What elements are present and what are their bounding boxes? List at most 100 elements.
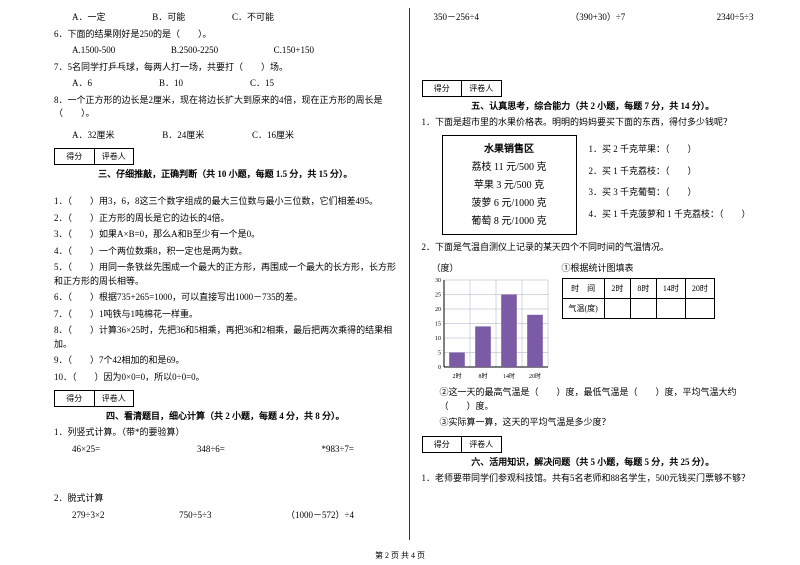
j5: 5．（ ）用同一条铁丝先围成一个最大的正方形，再围成一个最大的长方形，长方形和正…: [54, 261, 397, 288]
opt-a: A．6: [72, 77, 92, 91]
score-box-4: 得分 评卷人: [54, 390, 134, 407]
opt-b: B．24厘米: [162, 129, 204, 143]
chart-sub: ①根据统计图填表: [562, 262, 715, 276]
svg-text:5: 5: [438, 351, 441, 357]
score-label: 得分: [423, 437, 463, 452]
table-row: 气温(度): [562, 299, 714, 319]
grader-label: 评卷人: [95, 149, 134, 164]
score-box-3: 得分 评卷人: [54, 148, 134, 165]
left-column: A．一定 B．可能 C．不可能 6．下面的结果刚好是250的是（ ）。 A.15…: [48, 8, 410, 540]
c2b: 750÷5÷3: [179, 509, 211, 523]
right-column: 350－256÷4 （390+30）÷7 2340÷5÷3 得分 评卷人 五、认…: [410, 8, 771, 540]
c1a: 46×25=: [72, 443, 100, 457]
score-label: 得分: [55, 391, 95, 406]
note3: ③实际算一算，这天的平均气温是多少度？: [422, 416, 765, 430]
score-box-5: 得分 评卷人: [422, 80, 502, 97]
opt-c: C．16厘米: [252, 129, 294, 143]
expr-c: 2340÷5÷3: [717, 11, 754, 25]
opt-a: A．一定: [72, 11, 106, 25]
calc1-items: 46×25= 348÷6= *983÷7=: [54, 443, 354, 457]
j10: 10．（ ）因为0×0=0，所以0÷0=0。: [54, 371, 397, 385]
score-box-6: 得分 评卷人: [422, 436, 502, 453]
score-label: 得分: [55, 149, 95, 164]
buy-list: 1．买 2 千克苹果：（ ） 2．买 1 千克荔枝：（ ） 3．买 3 千克葡萄…: [589, 135, 751, 235]
note2: ②这一天的最高气温是（ ）度，最低气温是（ ）度，平均气温大约（ ）度。: [422, 386, 765, 413]
expr-a: 350－256÷4: [434, 11, 479, 25]
stat-table: 时 间 2时 8时 14时 20时 气温(度): [562, 278, 715, 319]
svg-text:2时: 2时: [452, 372, 461, 380]
q6-1: 1．老师要带同学们参观科技馆。共有5名老师和88名学生，500元钱买门票够不够？: [422, 472, 765, 486]
svg-text:30: 30: [435, 278, 441, 284]
q8: 8．一个正方形的边长是2厘米，现在将边长扩大到原来的4倍，现在正方形的周长是（ …: [54, 94, 397, 121]
q5-options: A．一定 B．可能 C．不可能: [54, 11, 274, 25]
price-1: 荔枝 11 元/500 克: [447, 158, 572, 173]
th-c4: 20时: [685, 279, 714, 299]
price-3: 菠萝 6 元/1000 克: [447, 194, 572, 209]
c2c: （1000－572）÷4: [286, 509, 354, 523]
calc2: 2．脱式计算: [54, 492, 397, 506]
buy-2: 2．买 1 千克荔枝：（ ）: [589, 165, 751, 179]
c1c: *983÷7=: [321, 443, 354, 457]
svg-text:14时: 14时: [502, 372, 514, 380]
j9: 9．（ ）7个42相加的和是69。: [54, 354, 397, 368]
grader-label: 评卷人: [462, 81, 501, 96]
section6-title: 六、活用知识，解决问题（共 5 小题，每题 5 分，共 25 分）。: [422, 455, 765, 468]
j4: 4．（ ）一个两位数乘8，积一定也是两为数。: [54, 245, 397, 259]
opt-b: B.2500-2250: [171, 44, 218, 58]
stat-area: ①根据统计图填表 时 间 2时 8时 14时 20时 气温(度): [562, 259, 715, 384]
score-label: 得分: [423, 81, 463, 96]
j3: 3．（ ）如果A×B=0，那么A和B至少有一个是0。: [54, 228, 397, 242]
opt-c: C．15: [250, 77, 274, 91]
price-4: 葡萄 8 元/1000 克: [447, 212, 572, 227]
buy-3: 3．买 3 千克葡萄：（ ）: [589, 186, 751, 200]
q7: 7．5名同学打乒乓球，每两人打一场，共要打（ ）场。: [54, 61, 397, 75]
j2: 2．（ ）正方形的周长是它的边长的4倍。: [54, 212, 397, 226]
buy-1: 1．买 2 千克苹果：（ ）: [589, 143, 751, 157]
page-footer: 第 2 页 共 4 页: [0, 550, 800, 561]
j1: 1．（ ）用3，6，8这三个数字组成的最大三位数与最小三位数，它们相差495。: [54, 195, 397, 209]
price-2: 苹果 3 元/500 克: [447, 176, 572, 191]
svg-text:20: 20: [435, 307, 441, 313]
svg-text:25: 25: [435, 293, 441, 299]
q5-2: 2．下面是气温自测仪上记录的某天四个不同时间的气温情况。: [422, 241, 765, 255]
svg-text:20时: 20时: [528, 372, 540, 380]
cell: [604, 299, 630, 319]
price-box: 水果销售区 荔枝 11 元/500 克 苹果 3 元/500 克 菠萝 6 元/…: [442, 135, 577, 235]
th-c1: 2时: [604, 279, 630, 299]
section5-title: 五、认真思考，综合能力（共 2 小题，每题 7 分，共 14 分）。: [422, 99, 765, 112]
cell: [685, 299, 714, 319]
j6: 6．（ ）根据735+265=1000，可以直接写出1000－735的差。: [54, 291, 397, 305]
c2a: 279÷3×2: [72, 509, 105, 523]
svg-text:15: 15: [435, 322, 441, 328]
grader-label: 评卷人: [462, 437, 501, 452]
cell: [630, 299, 656, 319]
table-row: 时 间 2时 8时 14时 20时: [562, 279, 714, 299]
buy-4: 4．买 1 千克菠萝和 1 千克荔枝：（ ）: [589, 208, 751, 222]
grader-label: 评卷人: [95, 391, 134, 406]
opt-a: A.1500-500: [72, 44, 115, 58]
opt-c: C.150+150: [274, 44, 314, 58]
opt-b: B．10: [159, 77, 183, 91]
j7: 7．（ ）1吨铁与1吨棉花一样重。: [54, 308, 397, 322]
th-time: 时 间: [562, 279, 604, 299]
q6: 6．下面的结果刚好是250的是（ ）。: [54, 28, 397, 42]
svg-text:8时: 8时: [478, 372, 487, 380]
svg-text:0: 0: [438, 365, 441, 371]
q8-options: A．32厘米 B．24厘米 C．16厘米: [54, 129, 294, 143]
q7-options: A．6 B．10 C．15: [54, 77, 274, 91]
q6-options: A.1500-500 B.2500-2250 C.150+150: [54, 44, 314, 58]
section3-title: 三、仔细推敲，正确判断（共 10 小题，每题 1.5 分，共 15 分）。: [54, 167, 397, 180]
svg-text:10: 10: [435, 336, 441, 342]
q5-1: 1．下面是超市里的水果价格表。明明的妈妈要买下面的东西，得付多少钱呢？: [422, 116, 765, 130]
price-title: 水果销售区: [447, 140, 572, 155]
th-c3: 14时: [656, 279, 685, 299]
calc1: 1．列竖式计算。（带*的要验算）: [54, 426, 397, 440]
th-c2: 8时: [630, 279, 656, 299]
opt-a: A．32厘米: [72, 129, 115, 143]
top-exprs: 350－256÷4 （390+30）÷7 2340÷5÷3: [434, 11, 754, 25]
expr-b: （390+30）÷7: [570, 11, 625, 25]
section4-title: 四、看清题目，细心计算（共 2 小题，每题 4 分，共 8 分）。: [54, 409, 397, 422]
opt-c: C．不可能: [232, 11, 274, 25]
calc2-items: 279÷3×2 750÷5÷3 （1000－572）÷4: [54, 509, 354, 523]
temperature-chart: 30 25 20 15 10 5 0 2时 8时 14时 20时: [422, 278, 552, 383]
